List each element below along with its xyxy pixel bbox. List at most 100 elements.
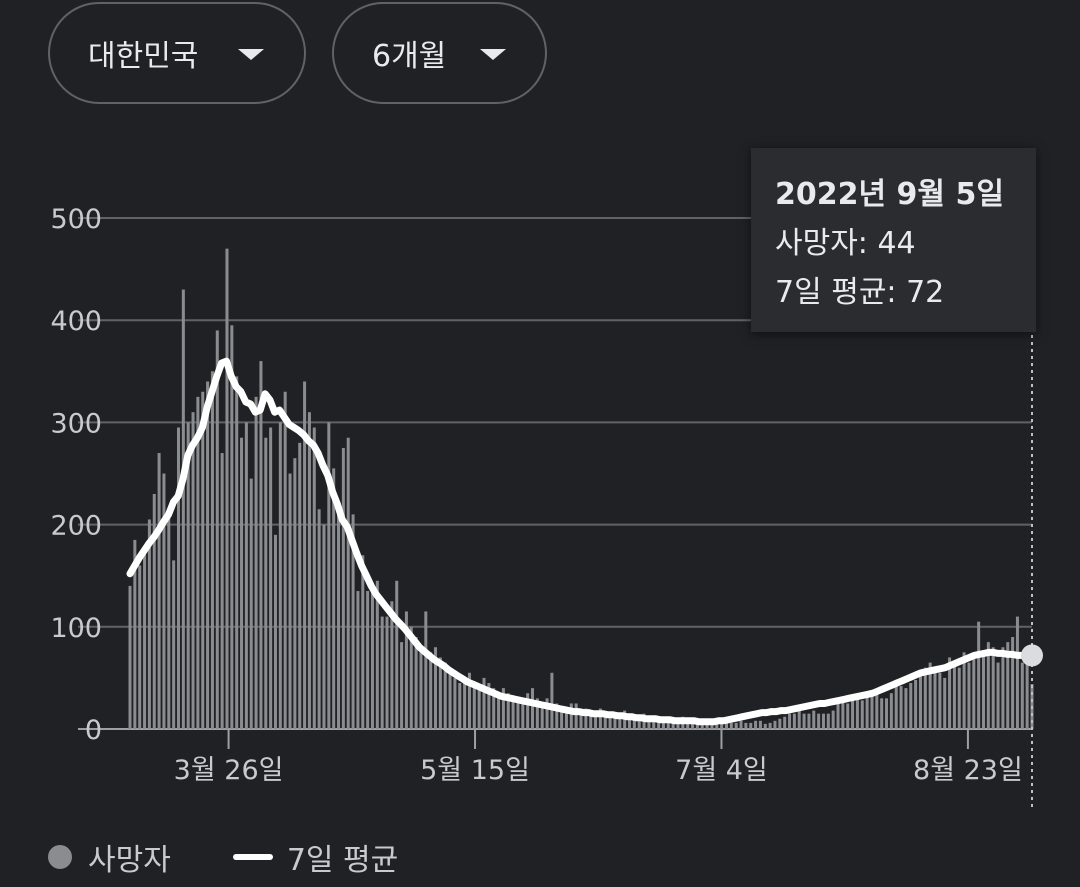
- bar: [201, 391, 205, 729]
- bar: [482, 677, 486, 729]
- bar: [288, 473, 292, 729]
- bar: [138, 565, 142, 729]
- bar: [230, 325, 234, 729]
- bar: [817, 713, 821, 729]
- bar: [855, 698, 859, 729]
- bar: [574, 703, 578, 729]
- bar: [788, 713, 792, 729]
- bar: [341, 447, 345, 729]
- bar: [254, 396, 258, 729]
- bar: [594, 713, 598, 729]
- bar: [1020, 662, 1024, 729]
- bar: [972, 657, 976, 729]
- bar: [797, 710, 801, 729]
- bar: [516, 700, 520, 729]
- bar: [322, 524, 326, 729]
- y-tick-label: 300: [50, 408, 102, 439]
- tooltip-deaths: 사망자: 44: [775, 226, 916, 261]
- chart-legend: 사망자 7일 평균: [48, 832, 398, 882]
- bar: [152, 493, 156, 729]
- highlight-point: [1021, 644, 1043, 667]
- bar: [409, 626, 413, 729]
- bar: [991, 647, 995, 729]
- bar: [1011, 637, 1015, 729]
- bar: [928, 662, 932, 729]
- y-tick-label: 400: [50, 306, 102, 337]
- bar: [666, 720, 670, 729]
- chevron-down-icon: [238, 49, 264, 60]
- bar: [215, 330, 219, 729]
- bar: [724, 720, 728, 729]
- bar: [545, 698, 549, 729]
- bar: [768, 722, 772, 729]
- bar: [467, 672, 471, 729]
- bar: [273, 534, 277, 729]
- bar: [400, 642, 404, 729]
- bar: [982, 652, 986, 729]
- x-tick-label: 3월 26일: [174, 755, 284, 786]
- bar: [361, 555, 365, 729]
- bar: [729, 722, 733, 729]
- tooltip-average: 7일 평균: 72: [775, 275, 945, 310]
- bar: [618, 713, 622, 729]
- bar: [763, 723, 767, 729]
- bar: [627, 713, 631, 729]
- bar: [443, 662, 447, 729]
- bar: [647, 716, 651, 729]
- bar: [744, 722, 748, 729]
- bar: [904, 688, 908, 729]
- bar: [317, 509, 321, 729]
- region-dropdown[interactable]: 대한민국: [48, 2, 306, 104]
- bar: [652, 716, 656, 729]
- bar: [632, 716, 636, 729]
- bar: [691, 720, 695, 729]
- bar: [307, 412, 311, 729]
- y-tick-label: 100: [50, 613, 102, 644]
- bar: [812, 710, 816, 729]
- bar: [157, 453, 161, 729]
- bar: [918, 672, 922, 729]
- bar: [535, 698, 539, 729]
- bar: [831, 710, 835, 729]
- bar: [977, 621, 981, 729]
- bar: [531, 688, 535, 729]
- bar: [807, 713, 811, 729]
- period-dropdown[interactable]: 6개월: [332, 2, 547, 104]
- bar: [448, 672, 452, 729]
- chart-tooltip: 2022년 9월 5일 사망자: 44 7일 평균: 72: [751, 148, 1036, 332]
- bar: [404, 611, 408, 729]
- bar: [1015, 616, 1019, 729]
- bar: [501, 688, 505, 729]
- bar: [259, 361, 263, 729]
- bar: [894, 683, 898, 729]
- bar: [875, 693, 879, 729]
- bar: [865, 696, 869, 729]
- bar: [986, 642, 990, 729]
- bar: [967, 662, 971, 729]
- bar: [783, 716, 787, 729]
- bar: [133, 539, 137, 729]
- bar: [244, 422, 248, 729]
- bar: [962, 652, 966, 729]
- bar: [434, 647, 438, 729]
- bar: [661, 718, 665, 729]
- bar: [841, 700, 845, 729]
- bar: [162, 473, 166, 729]
- bar: [206, 381, 210, 729]
- bar: [453, 677, 457, 729]
- bar: [933, 669, 937, 729]
- bar: [346, 437, 350, 729]
- bar: [734, 722, 738, 729]
- bar: [1006, 642, 1010, 729]
- y-tick-label: 200: [50, 511, 102, 542]
- bar: [337, 509, 341, 729]
- bar: [880, 698, 884, 729]
- bar: [579, 708, 583, 729]
- bar: [395, 580, 399, 729]
- bar: [176, 427, 180, 729]
- bar: [351, 514, 355, 729]
- bar: [821, 713, 825, 729]
- bar: [438, 657, 442, 729]
- average-line: [126, 357, 1036, 726]
